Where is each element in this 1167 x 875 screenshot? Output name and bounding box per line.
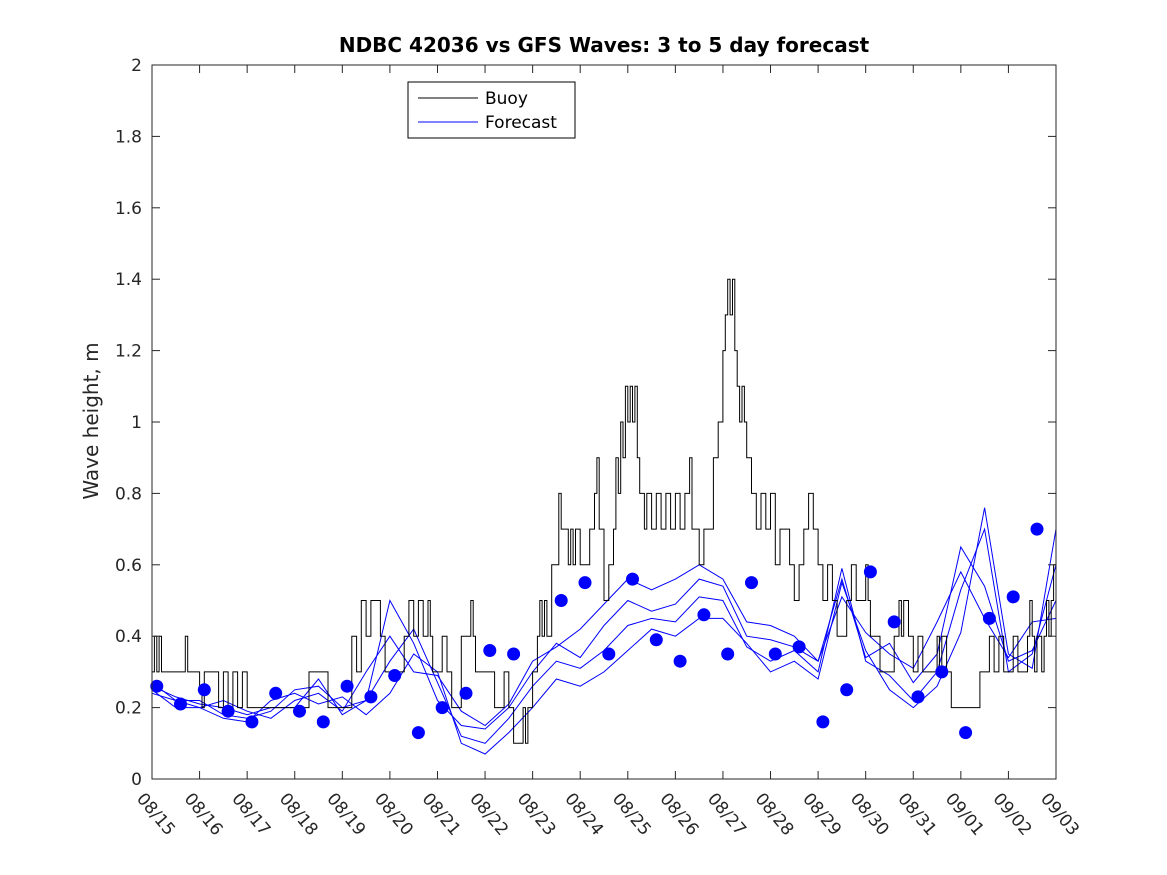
y-tick-label: 0 xyxy=(131,770,142,790)
legend-buoy-label: Buoy xyxy=(485,89,528,109)
forecast-marker-21 xyxy=(649,633,663,647)
chart-title: NDBC 42036 vs GFS Waves: 3 to 5 day fore… xyxy=(339,33,870,57)
legend-forecast-label: Forecast xyxy=(485,113,557,133)
forecast-marker-1 xyxy=(150,679,164,693)
forecast-marker-14 xyxy=(459,686,473,700)
buoy-line xyxy=(152,278,1057,744)
forecast-marker-11 xyxy=(388,669,402,682)
forecast-marker-18 xyxy=(578,576,592,590)
series-layer xyxy=(150,278,1057,755)
forecast-marker-23 xyxy=(697,608,711,622)
legend-box xyxy=(407,81,576,139)
forecast-line-2 xyxy=(151,545,1057,730)
forecast-marker-5 xyxy=(245,715,259,729)
forecast-marker-35 xyxy=(982,611,996,625)
y-tick-label: 1.2 xyxy=(115,342,142,362)
forecast-marker-34 xyxy=(959,726,973,740)
forecast-marker-26 xyxy=(768,647,782,661)
forecast-marker-30 xyxy=(863,565,877,579)
y-tick-label: 0.2 xyxy=(115,699,142,719)
forecast-line-4 xyxy=(151,507,1057,755)
forecast-marker-3 xyxy=(197,683,211,697)
y-axis-label: Wave height, m xyxy=(79,342,103,499)
forecast-marker-4 xyxy=(221,704,235,718)
forecast-marker-7 xyxy=(293,704,306,718)
forecast-marker-33 xyxy=(935,665,949,679)
forecast-marker-10 xyxy=(364,690,378,704)
y-tick-label: 1 xyxy=(131,413,142,433)
forecast-marker-25 xyxy=(745,576,758,590)
forecast-marker-24 xyxy=(721,647,735,661)
forecast-marker-22 xyxy=(673,654,687,668)
forecast-marker-8 xyxy=(316,715,330,729)
forecast-marker-9 xyxy=(340,679,354,693)
forecast-marker-37 xyxy=(1030,522,1044,536)
y-tick-label: 0.6 xyxy=(115,556,142,576)
legend: Buoy Forecast xyxy=(407,81,576,139)
forecast-marker-27 xyxy=(792,640,806,654)
forecast-marker-2 xyxy=(174,697,187,711)
forecast-marker-29 xyxy=(840,683,854,697)
forecast-marker-28 xyxy=(816,715,830,729)
y-tick-label: 0.8 xyxy=(115,484,142,504)
y-tick-label: 0.4 xyxy=(115,627,142,647)
forecast-marker-36 xyxy=(1006,590,1020,604)
y-tick-label: 1.8 xyxy=(115,127,142,147)
y-tick-label: 1.4 xyxy=(115,270,142,290)
forecast-marker-32 xyxy=(911,690,925,704)
forecast-marker-13 xyxy=(435,701,449,715)
forecast-marker-19 xyxy=(602,647,616,661)
forecast-marker-6 xyxy=(269,686,283,700)
forecast-marker-31 xyxy=(887,615,901,629)
forecast-marker-12 xyxy=(411,726,425,740)
forecast-marker-20 xyxy=(626,572,639,586)
y-tick-label: 2 xyxy=(131,56,142,76)
forecast-marker-17 xyxy=(554,594,568,607)
y-tick-label: 1.6 xyxy=(115,199,142,219)
forecast-marker-15 xyxy=(483,644,497,657)
forecast-marker-16 xyxy=(507,647,521,661)
plot-area xyxy=(152,65,1056,779)
